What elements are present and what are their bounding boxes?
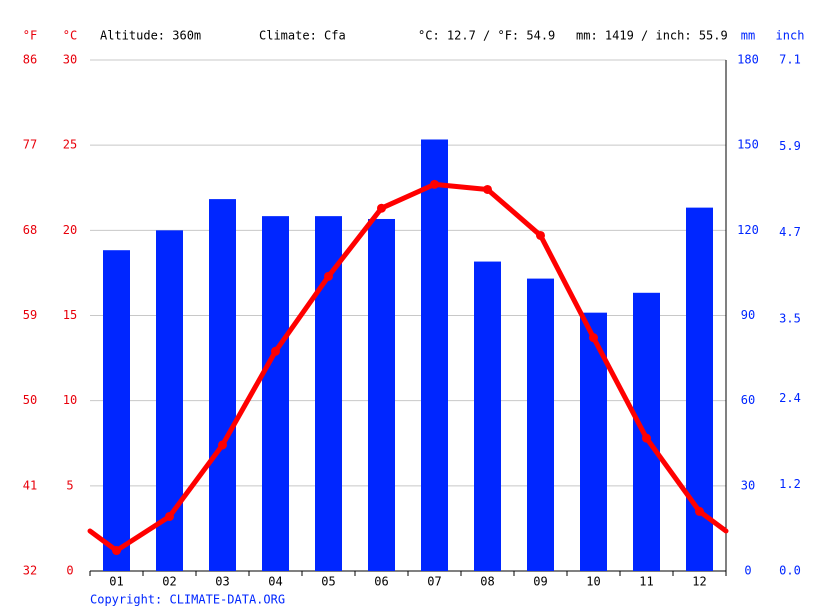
y-tick-label: 25	[63, 138, 77, 152]
point	[324, 271, 333, 281]
y-tick-label: 90	[741, 308, 755, 322]
axis-unit: inch	[776, 29, 805, 43]
bar	[209, 199, 236, 571]
point	[536, 230, 545, 240]
point	[218, 440, 227, 450]
y-tick-label: 1.2	[779, 477, 801, 491]
y-tick-label: 0	[66, 564, 73, 578]
bar	[633, 292, 660, 571]
y-tick-label: 180	[737, 53, 759, 67]
x-tick-label: 10	[586, 575, 600, 589]
bar	[368, 218, 395, 571]
axis-unit: °C	[63, 29, 77, 43]
x-tick-label: 01	[109, 575, 123, 589]
copyright: Copyright: CLIMATE-DATA.ORG	[90, 593, 285, 607]
y-tick-label: 68	[23, 223, 37, 237]
line-wrap	[697, 508, 729, 534]
temperature-line	[115, 181, 702, 553]
y-tick-label: 120	[737, 223, 759, 237]
bar	[315, 216, 342, 571]
y-tick-label: 7.1	[779, 53, 801, 67]
bar	[474, 261, 501, 571]
y-tick-label: 30	[63, 53, 77, 67]
bar	[103, 250, 130, 571]
header-precip: mm: 1419 / inch: 55.9	[576, 29, 728, 43]
axis-unit: mm	[741, 29, 755, 43]
x-tick-label: 03	[215, 575, 229, 589]
header-temp: °C: 12.7 / °F: 54.9	[418, 29, 555, 43]
y-tick-label: 0.0	[779, 564, 801, 578]
y-tick-label: 15	[63, 308, 77, 322]
bar	[421, 139, 448, 571]
axis-unit: °F	[23, 29, 37, 43]
y-tick-label: 5.9	[779, 139, 801, 153]
y-tick-label: 86	[23, 53, 37, 67]
y-tick-label: 32	[23, 564, 37, 578]
point	[112, 546, 121, 556]
y-tick-label: 2.4	[779, 391, 801, 405]
point	[165, 511, 174, 521]
line-wrap	[87, 528, 119, 554]
x-tick-label: 12	[692, 575, 706, 589]
y-tick-label: 150	[737, 138, 759, 152]
point	[483, 184, 492, 194]
x-tick-label: 06	[374, 575, 388, 589]
y-tick-label: 10	[63, 393, 77, 407]
y-tick-label: 59	[23, 308, 37, 322]
x-tick-label: 02	[162, 575, 176, 589]
y-tick-label: 77	[23, 138, 37, 152]
x-tick-label: 11	[639, 575, 653, 589]
y-tick-label: 4.7	[779, 225, 801, 239]
point	[642, 433, 651, 443]
y-tick-label: 0	[744, 564, 751, 578]
point	[271, 346, 280, 356]
bar	[527, 278, 554, 571]
y-tick-label: 41	[23, 478, 37, 492]
point	[695, 506, 704, 516]
header-altitude: Altitude: 360m	[100, 29, 201, 43]
y-tick-label: 30	[741, 478, 755, 492]
x-tick-label: 05	[321, 575, 335, 589]
y-tick-label: 60	[741, 393, 755, 407]
y-tick-label: 5	[66, 478, 73, 492]
x-tick-label: 09	[533, 575, 547, 589]
y-tick-label: 20	[63, 223, 77, 237]
point	[589, 333, 598, 343]
x-tick-label: 04	[268, 575, 282, 589]
bar	[262, 216, 289, 571]
point	[430, 179, 439, 189]
point	[377, 203, 386, 213]
y-tick-label: 50	[23, 393, 37, 407]
header-climate: Climate: Cfa	[259, 29, 346, 43]
x-tick-label: 08	[480, 575, 494, 589]
x-tick-label: 07	[427, 575, 441, 589]
y-tick-label: 3.5	[779, 312, 801, 326]
